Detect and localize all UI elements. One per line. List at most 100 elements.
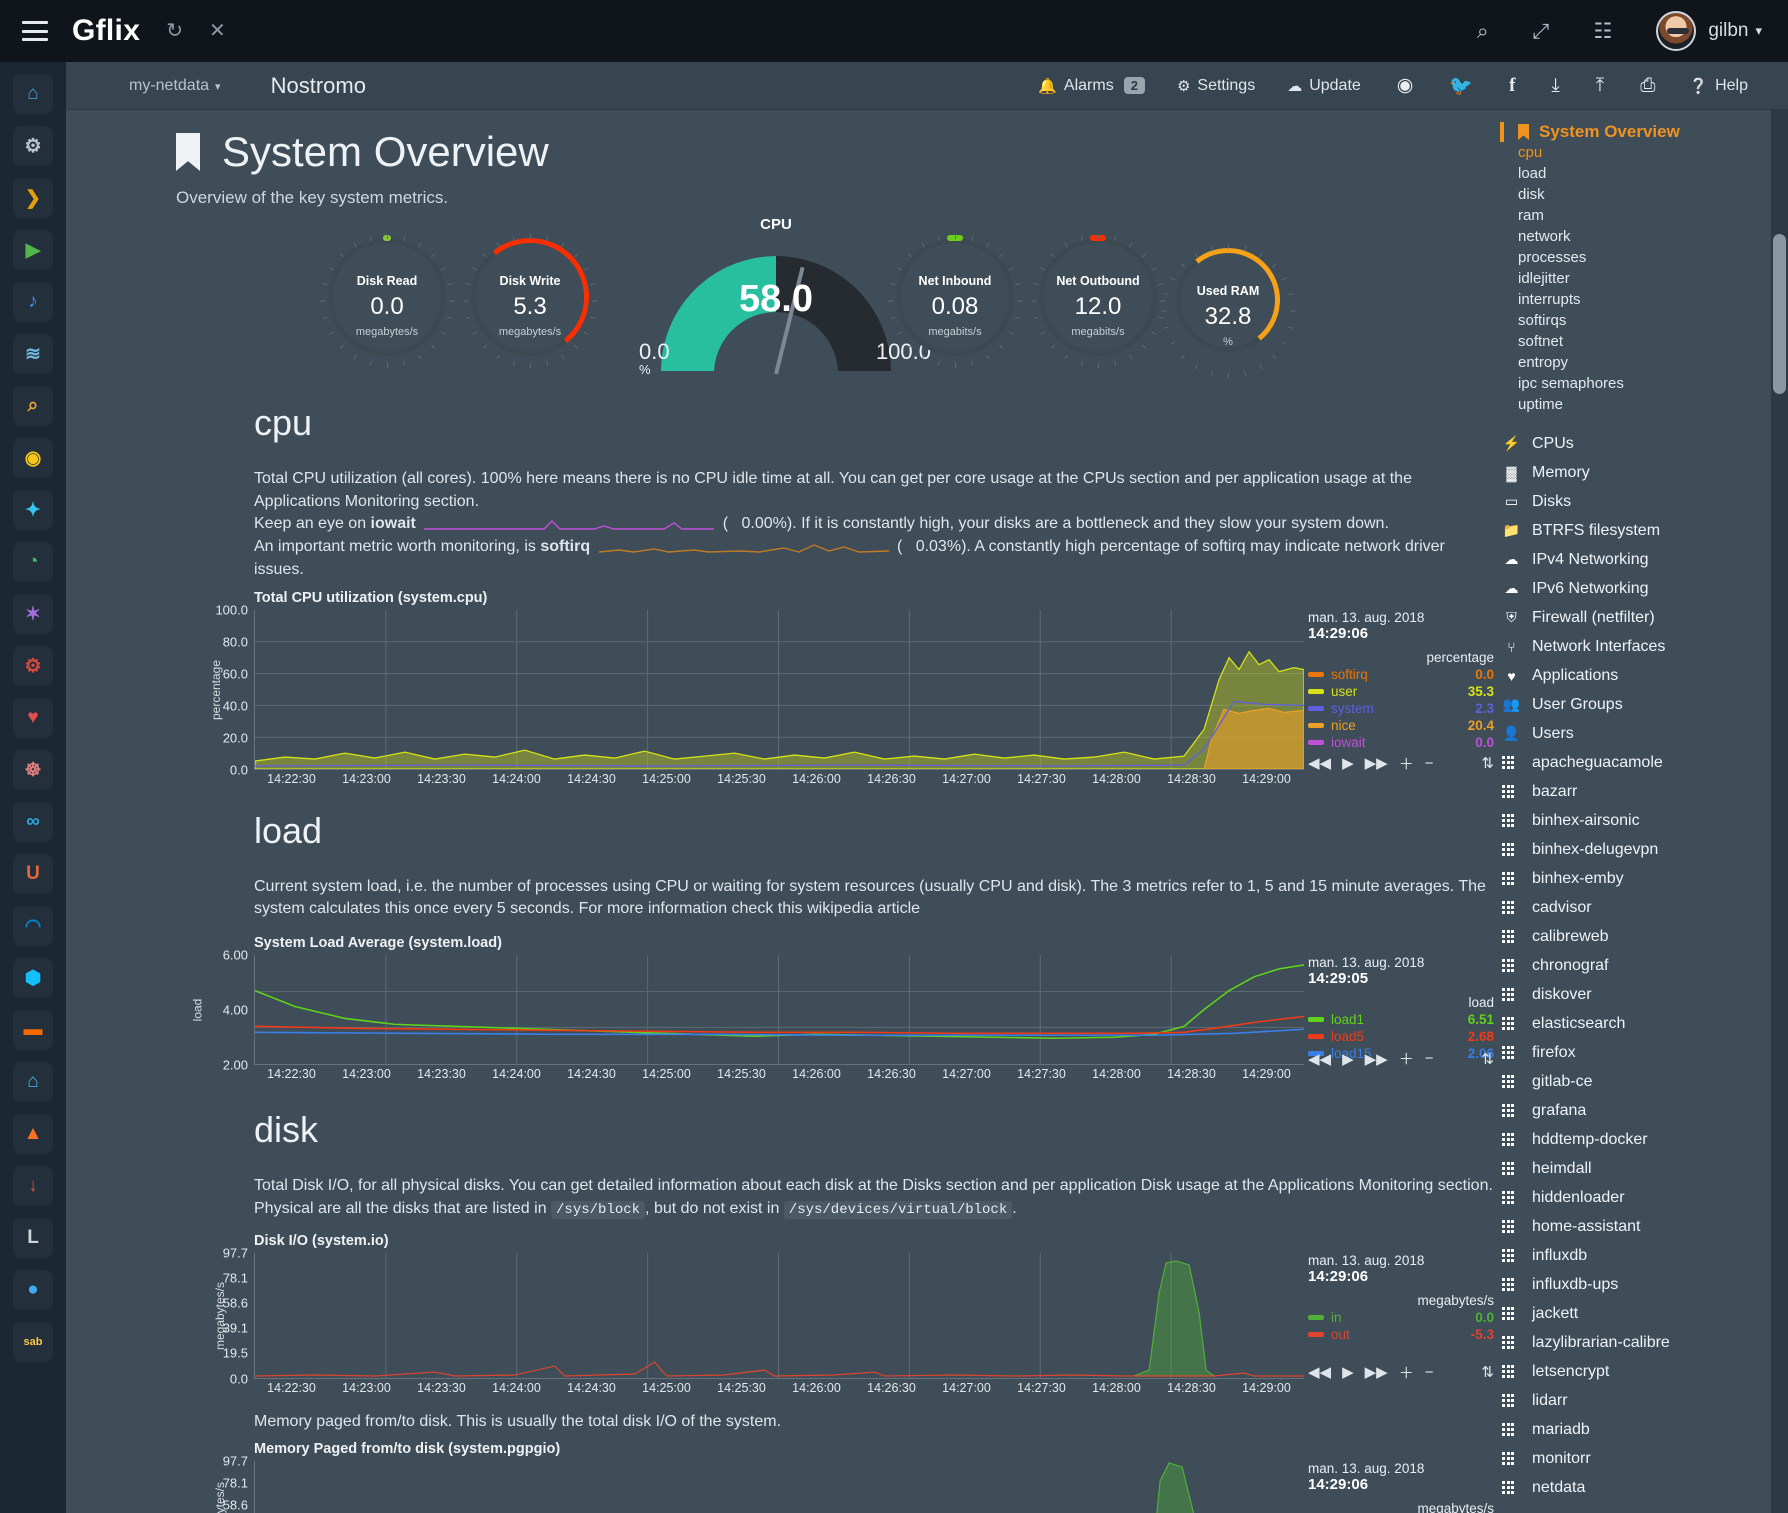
search-icon[interactable]: ⌕ (1476, 19, 1489, 43)
chart-system-io[interactable]: Disk I/O (system.io) megabytes/s 0.0 19.5… (194, 1233, 1494, 1401)
toc-sub-ipc-semaphores[interactable]: ipc semaphores (1518, 375, 1624, 392)
net-outbound-gauge[interactable]: Net Outbound 12.0 megabits/s (1031, 234, 1166, 368)
toc-item-jackett[interactable]: jackett (1500, 1299, 1770, 1328)
toc-sub-softnet[interactable]: softnet (1518, 333, 1564, 350)
chart-controls[interactable]: ◀◀ ▶ ▶▶ ＋ − ⇅ (1308, 753, 1494, 774)
chart-zoom-in-icon[interactable]: ＋ (1398, 1364, 1414, 1382)
toc-item-disks[interactable]: ▭ Disks (1500, 487, 1770, 516)
alarms-button[interactable]: 🔔 Alarms 2 (1038, 77, 1145, 95)
tautulli-icon[interactable]: ♥ (13, 698, 53, 738)
toc-item-lazylibrarian-calibre[interactable]: lazylibrarian-calibre (1500, 1328, 1770, 1357)
unraid-icon[interactable]: U (13, 854, 53, 894)
chart-back-icon[interactable]: ◀◀ (1308, 1050, 1332, 1068)
chart-system-cpu[interactable]: Total CPU utilization (system.cpu) perce… (194, 590, 1494, 792)
import-icon[interactable]: ⤓ (1551, 74, 1560, 96)
chart-controls[interactable]: ◀◀ ▶ ▶▶ ＋ − ⇅ (1308, 1362, 1494, 1383)
toc-item-heimdall[interactable]: heimdall (1500, 1154, 1770, 1183)
chart-plot[interactable] (254, 1461, 1304, 1513)
toc-item-monitorr[interactable]: monitorr (1500, 1444, 1770, 1473)
facebook-icon[interactable]: f (1509, 74, 1516, 96)
portainer-icon[interactable]: ⬢ (13, 958, 53, 998)
toc-item-diskover[interactable]: diskover (1500, 980, 1770, 1009)
legend-row[interactable]: load5 2.68 (1308, 1029, 1494, 1044)
chart-resize-icon[interactable]: ⇅ (1481, 1050, 1494, 1068)
legend-row[interactable]: load1 6.51 (1308, 1012, 1494, 1027)
chart-zoom-out-icon[interactable]: − (1424, 754, 1434, 772)
plex-icon[interactable]: ❯ (13, 178, 53, 218)
toc-item-gitlab-ce[interactable]: gitlab-ce (1500, 1067, 1770, 1096)
settings-icon[interactable]: ⚙ (13, 126, 53, 166)
legend-row[interactable]: user 35.3 (1308, 684, 1494, 699)
toc-item-binhex-emby[interactable]: binhex-emby (1500, 864, 1770, 893)
chart-forward-icon[interactable]: ▶▶ (1364, 1050, 1388, 1068)
legend-row[interactable]: iowait 0.0 (1308, 735, 1494, 750)
toc-item-apacheguacamole[interactable]: apacheguacamole (1500, 748, 1770, 777)
used-ram-gauge[interactable]: Used RAM 32.8% (1161, 242, 1296, 378)
chart-play-icon[interactable]: ▶ (1342, 755, 1354, 773)
toc-item-influxdb-ups[interactable]: influxdb-ups (1500, 1270, 1770, 1299)
toc-item-binhex-airsonic[interactable]: binhex-airsonic (1500, 806, 1770, 835)
toc-sub-disk[interactable]: disk (1518, 186, 1545, 203)
chart-back-icon[interactable]: ◀◀ (1308, 755, 1332, 773)
disk-write-gauge[interactable]: Disk Write 5.3 megabytes/s (463, 232, 598, 368)
toc-item-grafana[interactable]: grafana (1500, 1096, 1770, 1125)
print-icon[interactable]: ⎙ (1640, 74, 1656, 96)
github-icon[interactable]: ◉ (1396, 75, 1414, 96)
toc-item-user-groups[interactable]: 👥 User Groups (1500, 690, 1770, 719)
chart-play-icon[interactable]: ▶ (1342, 1364, 1354, 1382)
toc-item-letsencrypt[interactable]: letsencrypt (1500, 1357, 1770, 1386)
legend-row[interactable]: system 2.3 (1308, 701, 1494, 716)
radarr-icon[interactable]: ◉ (13, 438, 53, 478)
sab-icon[interactable]: sab (13, 1322, 53, 1362)
toc-item-firewall-netfilter-[interactable]: ⛨ Firewall (netfilter) (1500, 603, 1770, 632)
disk-read-gauge[interactable]: Disk Read 0.0 megabytes/s (320, 234, 455, 368)
reload-icon[interactable]: ↻ (166, 20, 183, 42)
legend-row[interactable]: in 0.0 (1308, 1310, 1494, 1325)
toc-item-binhex-delugevpn[interactable]: binhex-delugevpn (1500, 835, 1770, 864)
toc-item-hiddenloader[interactable]: hiddenloader (1500, 1183, 1770, 1212)
nextcloud-icon[interactable]: ◠ (13, 906, 53, 946)
cpu-gauge[interactable]: CPU 58.0 0.0 100.0 % (639, 216, 931, 377)
toc-sub-softirqs[interactable]: softirqs (1518, 312, 1567, 329)
search-icon[interactable]: ⌕ (13, 386, 53, 426)
chart-resize-icon[interactable]: ⇅ (1481, 755, 1494, 773)
chart-forward-icon[interactable]: ▶▶ (1364, 755, 1388, 773)
legend-row[interactable]: out -5.3 (1308, 1327, 1494, 1342)
chart-zoom-in-icon[interactable]: ＋ (1398, 1051, 1414, 1069)
chart-zoom-out-icon[interactable]: − (1424, 1363, 1434, 1381)
toc-item-network-interfaces[interactable]: ⑂ Network Interfaces (1500, 632, 1770, 661)
grafana-icon[interactable]: ▬ (13, 1010, 53, 1050)
legend-row[interactable]: load15 2.06 (1308, 1046, 1494, 1061)
toc-sub-idlejitter[interactable]: idlejitter (1518, 270, 1570, 287)
toc-sub-uptime[interactable]: uptime (1518, 396, 1564, 413)
ombi-icon[interactable]: ⚙ (13, 646, 53, 686)
toc-item-memory[interactable]: ▓ Memory (1500, 458, 1770, 487)
toc-title[interactable]: System Overview (1500, 122, 1770, 142)
toc-item-influxdb[interactable]: influxdb (1500, 1241, 1770, 1270)
legend-row[interactable]: softirq 0.0 (1308, 667, 1494, 682)
airsonic-icon[interactable]: ♪ (13, 282, 53, 322)
chart-plot[interactable] (254, 955, 1305, 1066)
toc-item-cpus[interactable]: ⚡ CPUs (1500, 429, 1770, 458)
jackett-icon[interactable]: ☸ (13, 750, 53, 790)
toc-sub-entropy[interactable]: entropy (1518, 354, 1569, 371)
close-icon[interactable]: ✕ (208, 20, 226, 42)
chart-zoom-in-icon[interactable]: ＋ (1398, 755, 1414, 773)
user-name[interactable]: gilbn (1708, 20, 1749, 41)
toc-sub-cpu[interactable]: cpu (1518, 144, 1543, 161)
droplet-icon[interactable]: ● (13, 1270, 53, 1310)
update-button[interactable]: ☁ Update (1287, 77, 1361, 95)
scrollbar-thumb[interactable] (1773, 234, 1786, 394)
chart-resize-icon[interactable]: ⇅ (1481, 1364, 1494, 1382)
gitlab-icon[interactable]: ▲ (13, 1114, 53, 1154)
toc-item-lidarr[interactable]: lidarr (1500, 1386, 1770, 1415)
fullscreen-icon[interactable]: ⤢ (1532, 19, 1550, 43)
home-assistant-icon[interactable]: ⌂ (13, 1062, 53, 1102)
toc-item-elasticsearch[interactable]: elasticsearch (1500, 1009, 1770, 1038)
toc-item-ipv6-networking[interactable]: ☁ IPv6 Networking (1500, 574, 1770, 603)
toc-item-calibreweb[interactable]: calibreweb (1500, 922, 1770, 951)
toc-item-hddtemp-docker[interactable]: hddtemp-docker (1500, 1125, 1770, 1154)
export-icon[interactable]: ⤒ (1595, 74, 1605, 96)
toc-item-home-assistant[interactable]: home-assistant (1500, 1212, 1770, 1241)
toc-item-mariadb[interactable]: mariadb (1500, 1415, 1770, 1444)
